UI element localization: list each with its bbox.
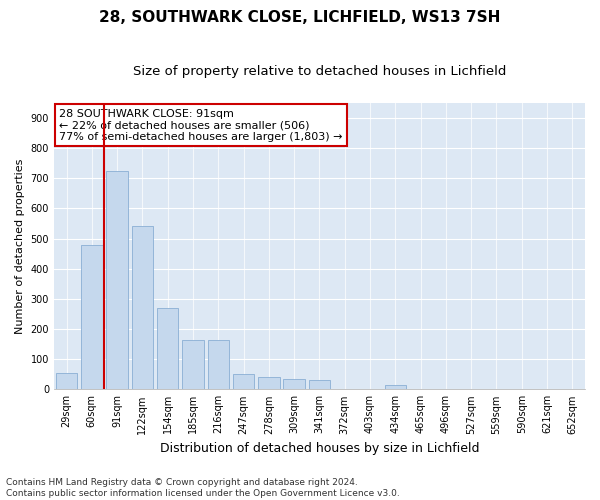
Bar — [131, 226, 153, 390]
Bar — [283, 378, 305, 390]
Bar — [182, 340, 204, 390]
Y-axis label: Number of detached properties: Number of detached properties — [15, 158, 25, 334]
Title: Size of property relative to detached houses in Lichfield: Size of property relative to detached ho… — [133, 65, 506, 78]
Bar — [81, 244, 103, 390]
Bar — [157, 308, 178, 390]
Bar — [233, 374, 254, 390]
Text: Contains HM Land Registry data © Crown copyright and database right 2024.
Contai: Contains HM Land Registry data © Crown c… — [6, 478, 400, 498]
Bar — [309, 380, 330, 390]
Text: 28, SOUTHWARK CLOSE, LICHFIELD, WS13 7SH: 28, SOUTHWARK CLOSE, LICHFIELD, WS13 7SH — [100, 10, 500, 25]
Bar — [258, 377, 280, 390]
Bar — [208, 340, 229, 390]
Bar — [385, 385, 406, 390]
Text: 28 SOUTHWARK CLOSE: 91sqm
← 22% of detached houses are smaller (506)
77% of semi: 28 SOUTHWARK CLOSE: 91sqm ← 22% of detac… — [59, 108, 343, 142]
Bar — [106, 170, 128, 390]
Bar — [56, 372, 77, 390]
X-axis label: Distribution of detached houses by size in Lichfield: Distribution of detached houses by size … — [160, 442, 479, 455]
